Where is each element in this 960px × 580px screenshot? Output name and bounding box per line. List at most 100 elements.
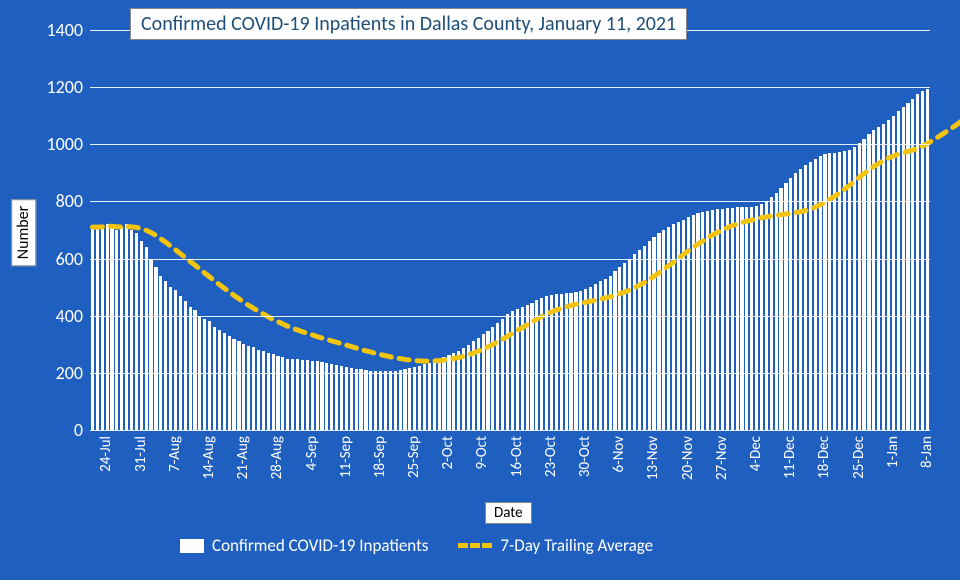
y-tick-label: 600 (35, 248, 83, 270)
bar (340, 366, 343, 430)
y-tick-label: 1400 (35, 19, 83, 41)
bar (394, 371, 397, 430)
bar (115, 230, 118, 430)
x-tick-label: 18-Dec (815, 436, 833, 479)
bar (882, 124, 885, 430)
bar (599, 281, 602, 430)
bar (902, 107, 905, 430)
legend-swatch-dash-icon (458, 543, 492, 548)
bar (291, 359, 294, 430)
bar (521, 307, 524, 430)
bar (379, 371, 382, 430)
bar (887, 120, 890, 430)
bar (555, 294, 558, 430)
bar (862, 139, 865, 430)
bar (911, 99, 914, 430)
gridline (90, 87, 930, 88)
bar (281, 357, 284, 430)
bar (853, 147, 856, 430)
x-axis-label: Date (485, 502, 532, 524)
bar (775, 193, 778, 430)
bar (872, 130, 875, 430)
bar (643, 246, 646, 430)
bar (745, 207, 748, 430)
bar (218, 330, 221, 430)
bar (101, 226, 104, 430)
x-tick-label: 25-Dec (850, 436, 868, 479)
bar (486, 331, 489, 430)
bar (154, 267, 157, 430)
bar (613, 271, 616, 430)
bar (906, 103, 909, 430)
bar (682, 220, 685, 430)
bar (345, 367, 348, 430)
legend-item-bars: Confirmed COVID-19 Inpatients (180, 535, 428, 556)
bar (184, 301, 187, 430)
x-tick-label: 23-Oct (542, 436, 560, 477)
bar (149, 259, 152, 430)
x-tick-label: 6-Nov (610, 436, 628, 473)
bar (535, 300, 538, 430)
bar (169, 287, 172, 430)
bar (770, 197, 773, 430)
bar (584, 289, 587, 430)
bar (711, 210, 714, 430)
x-tick-label: 8-Jan (918, 436, 936, 468)
bar (403, 369, 406, 430)
bar (306, 360, 309, 430)
gridline (90, 201, 930, 202)
legend-label-line: 7-Day Trailing Average (500, 535, 653, 556)
bar (692, 215, 695, 430)
bar (213, 327, 216, 430)
bar (316, 361, 319, 430)
bar (652, 237, 655, 430)
bar (438, 359, 441, 430)
bar (540, 298, 543, 430)
bar (399, 370, 402, 430)
bar (633, 254, 636, 430)
bar (843, 151, 846, 430)
y-tick-label: 1000 (35, 133, 83, 155)
bar (267, 353, 270, 430)
bar (262, 351, 265, 430)
bar (677, 222, 680, 430)
x-tick-label: 7-Aug (166, 436, 184, 472)
x-tick-label: 30-Oct (576, 436, 594, 477)
bar (145, 247, 148, 430)
bar (736, 207, 739, 430)
gridline (90, 259, 930, 260)
bar (335, 365, 338, 430)
x-tick-label: 16-Oct (508, 436, 526, 477)
bar (164, 281, 167, 430)
bar (203, 319, 206, 430)
bar (804, 165, 807, 430)
bar (491, 327, 494, 430)
x-tick-label: 4-Dec (747, 436, 765, 471)
bar (687, 217, 690, 430)
x-tick-label: 9-Oct (473, 436, 491, 470)
bar (750, 207, 753, 430)
bar (423, 364, 426, 430)
gridline (90, 430, 930, 431)
bar (662, 230, 665, 430)
bar (442, 357, 445, 430)
bar (174, 290, 177, 430)
bar (130, 230, 133, 430)
bar (838, 152, 841, 430)
x-tick-label: 28-Aug (268, 436, 286, 479)
bar (799, 169, 802, 430)
chart-title: Confirmed COVID-19 Inpatients in Dallas … (130, 8, 687, 40)
x-tick-label: 31-Jul (132, 436, 150, 472)
bar (433, 361, 436, 430)
bar (755, 206, 758, 430)
bar (457, 351, 460, 430)
bar (462, 348, 465, 430)
legend: Confirmed COVID-19 Inpatients 7-Day Trai… (180, 535, 653, 556)
bar (301, 360, 304, 430)
bar (594, 284, 597, 430)
bar (589, 287, 592, 430)
bar (672, 224, 675, 430)
bar (223, 333, 226, 430)
bar (252, 347, 255, 430)
bar (760, 204, 763, 430)
